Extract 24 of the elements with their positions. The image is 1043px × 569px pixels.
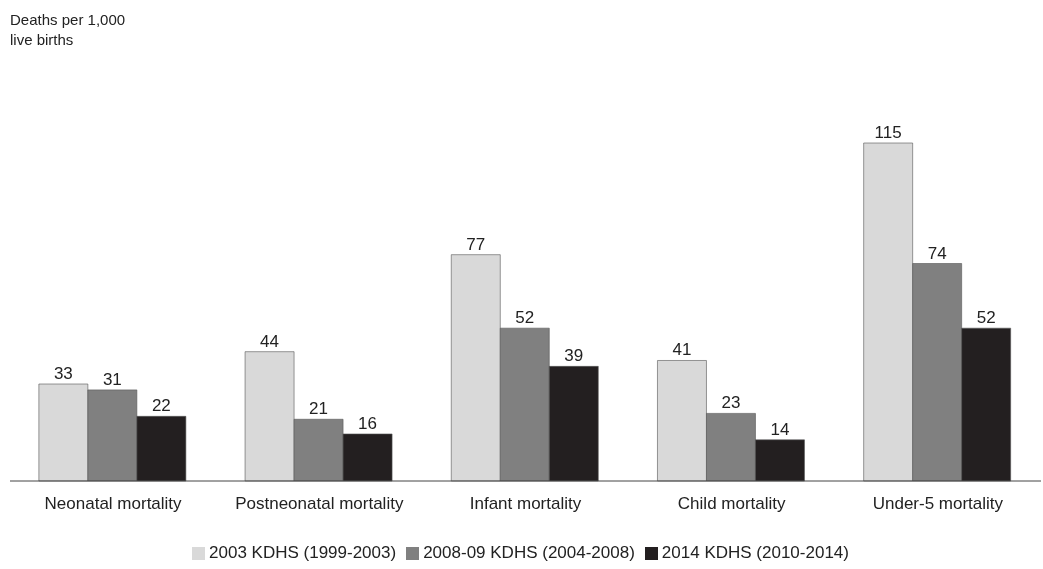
- legend-label: 2003 KDHS (1999-2003): [209, 543, 397, 562]
- data-label: 44: [260, 331, 280, 351]
- legend-label: 2008-09 KDHS (2004-2008): [423, 543, 635, 562]
- x-tick-label: Neonatal mortality: [44, 494, 183, 514]
- data-label: 52: [515, 308, 535, 328]
- data-label: 115: [874, 123, 902, 142]
- data-label: 33: [53, 364, 73, 384]
- data-label: 22: [151, 396, 171, 416]
- text: Deaths per 1,000 live births: [10, 10, 127, 50]
- data-label: 41: [672, 340, 692, 360]
- legend-label: 2014 KDHS (2010-2014): [661, 543, 849, 562]
- data-label: 31: [102, 369, 122, 389]
- data-label: 23: [721, 393, 741, 413]
- data-label: 16: [358, 413, 378, 433]
- x-tick-label: Under-5 mortality: [872, 494, 1004, 514]
- data-label: 21: [309, 399, 329, 419]
- data-label: 77: [466, 234, 486, 254]
- data-label: 39: [564, 346, 584, 366]
- data-label: 74: [927, 243, 947, 263]
- data-label: 52: [976, 308, 996, 328]
- x-tick-label: Child mortality: [677, 494, 787, 514]
- x-tick-label: Postneonatal mortality: [235, 494, 404, 514]
- x-tick-label: Infant mortality: [469, 494, 582, 514]
- data-label: 14: [770, 419, 790, 439]
